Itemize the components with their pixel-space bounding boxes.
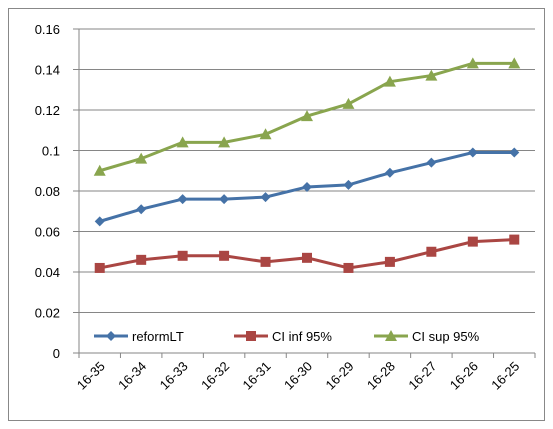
legend-marker (106, 331, 116, 341)
y-tick-label: 0.12 (35, 103, 60, 118)
y-tick-label: 0.16 (35, 22, 60, 37)
legend: reformLT CI inf 95% CI sup 95% (84, 323, 524, 349)
y-tick-label: 0 (53, 346, 60, 361)
legend-box (84, 323, 524, 349)
legend-label: reformLT (132, 329, 184, 344)
y-tick-label: 0.08 (35, 184, 60, 199)
marker (384, 256, 395, 267)
chart-border (8, 8, 545, 421)
legend-label: CI sup 95% (412, 329, 480, 344)
legend-marker (385, 330, 397, 341)
marker (302, 252, 312, 263)
marker (135, 152, 148, 164)
y-tick-label: 0.04 (35, 265, 60, 280)
marker (509, 234, 520, 245)
y-tick-label: 0.06 (35, 225, 60, 240)
marker (425, 69, 438, 81)
marker (94, 262, 105, 273)
marker (509, 147, 520, 158)
marker (467, 236, 478, 247)
marker (302, 181, 312, 192)
marker (426, 157, 437, 168)
marker (343, 262, 354, 273)
marker (466, 57, 479, 69)
marker (94, 216, 105, 227)
marker (93, 164, 106, 176)
marker (260, 192, 271, 203)
marker (218, 136, 231, 148)
marker (467, 147, 478, 158)
marker (384, 167, 395, 178)
marker (136, 204, 147, 215)
marker (301, 110, 313, 122)
marker (177, 194, 188, 205)
legend-marker (246, 331, 256, 341)
marker (177, 250, 188, 261)
marker (508, 57, 521, 69)
marker (259, 128, 272, 140)
marker (219, 250, 230, 261)
marker (343, 179, 354, 190)
y-tick-label: 0.02 (35, 306, 60, 321)
marker (136, 254, 147, 265)
marker (383, 75, 396, 87)
marker (176, 136, 189, 148)
legend-label: CI inf 95% (272, 329, 332, 344)
y-tick-label: 0.1 (42, 144, 60, 159)
marker (426, 246, 437, 257)
marker (260, 256, 271, 267)
marker (219, 194, 230, 205)
marker (342, 97, 355, 109)
y-tick-label: 0.14 (35, 63, 60, 78)
